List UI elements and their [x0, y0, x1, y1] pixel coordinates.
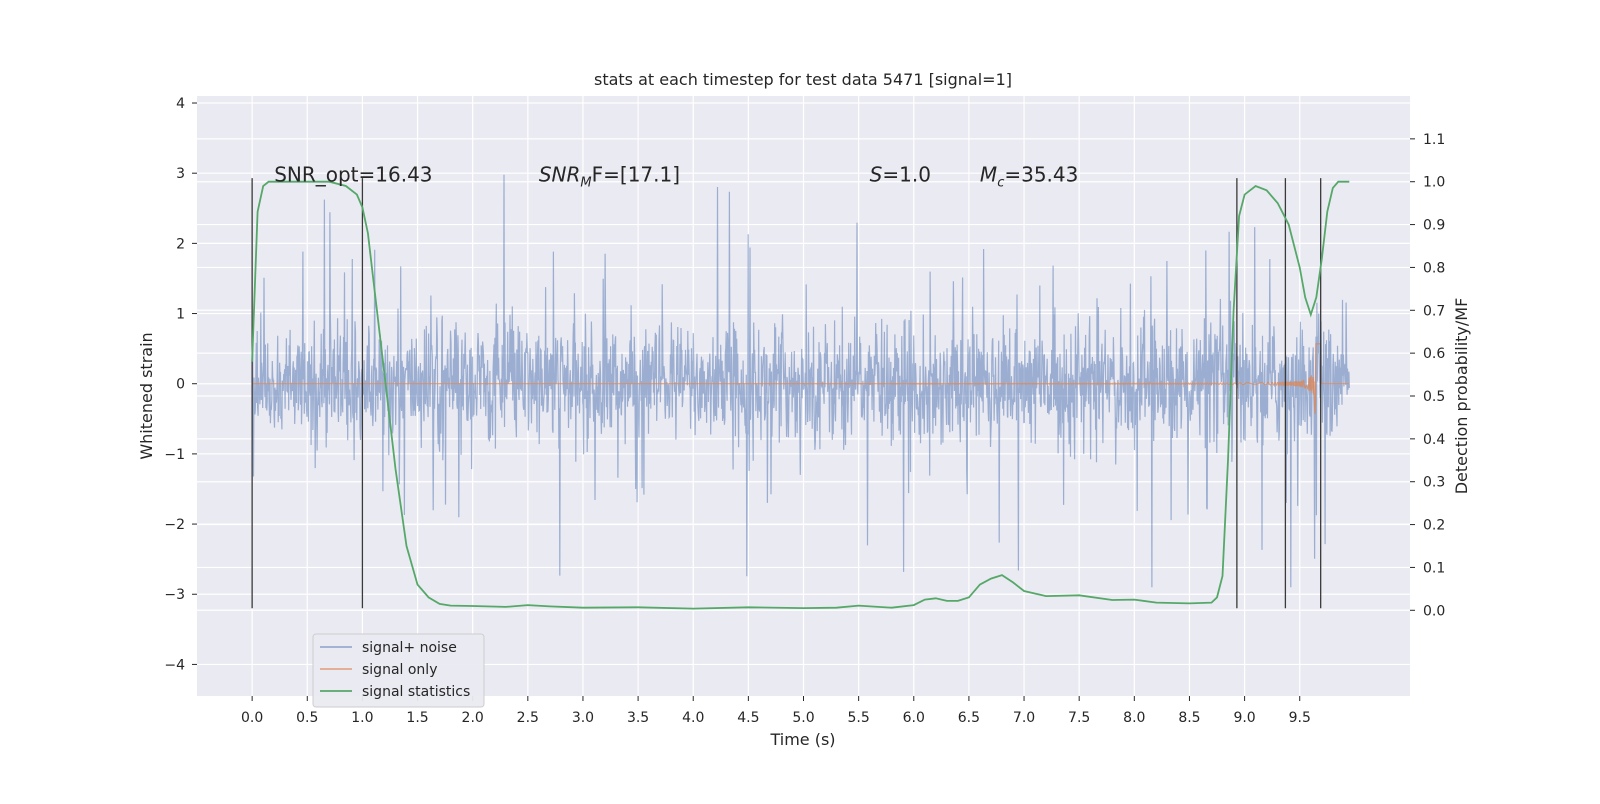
y-right-tick-label: 0.3	[1423, 475, 1445, 491]
y-right-tick-label: 0.4	[1423, 432, 1445, 448]
y-right-tick-label: 0.2	[1423, 518, 1445, 534]
series-signal-statistics	[251, 180, 1350, 610]
y-left-tick-label: −3	[164, 587, 185, 603]
legend-label-signal-noise: signal+ noise	[362, 640, 457, 656]
annotation-mc: Mc=35.43	[980, 163, 1078, 191]
y-right-tick-label: 0.0	[1423, 603, 1445, 619]
x-axis-ticks: 0.0 0.5 1.0 1.5 2.0 2.5 3.0 3.5 4.0 4.5 5.0 5.5 6.0 6…	[241, 696, 1311, 726]
y-right-tick-label: 1.1	[1423, 132, 1445, 148]
x-tick-label: 2.5	[517, 710, 539, 726]
plot-area	[251, 174, 1350, 610]
legend-box	[312, 633, 485, 708]
y-left-tick-label: 0	[176, 377, 185, 393]
y-right-tick-label: 1.0	[1423, 175, 1445, 191]
x-tick-label: 8.5	[1178, 710, 1200, 726]
x-tick-label: 1.5	[406, 710, 428, 726]
y-right-tick-label: 0.5	[1423, 389, 1445, 405]
x-tick-label: 0.0	[241, 710, 263, 726]
y-axis-left-ticks: −4 −3 −2 −1 0 1 2 3 4	[164, 96, 197, 673]
x-axis-label: Time (s)	[769, 730, 835, 749]
x-tick-label: 6.0	[903, 710, 925, 726]
annotations: SNR_opt=16.43 SNRMF=[17.1] S=1.0 Mc=35.4…	[274, 163, 1078, 191]
y-axis-right-ticks: 0.0 0.1 0.2 0.3 0.4 0.5 0.6 0.7 0.8 0.9 1.0 1.1	[1410, 132, 1445, 619]
x-tick-label: 8.0	[1123, 710, 1145, 726]
x-tick-label: 5.5	[848, 710, 870, 726]
legend-label-signal-statistics: signal statistics	[362, 684, 470, 700]
chart-title: stats at each timestep for test data 547…	[594, 70, 1012, 89]
x-tick-label: 9.5	[1289, 710, 1311, 726]
y-axis-left-label: Whitened strain	[137, 332, 156, 459]
y-right-tick-label: 0.7	[1423, 303, 1445, 319]
x-tick-label: 6.5	[958, 710, 980, 726]
annotation-snr-mf: SNRMF=[17.1]	[539, 163, 680, 191]
x-tick-label: 7.0	[1013, 710, 1035, 726]
y-left-tick-label: 1	[176, 307, 185, 323]
annotation-snr-opt: SNR_opt=16.43	[274, 163, 432, 187]
y-left-tick-label: −2	[164, 517, 185, 533]
x-tick-label: 2.0	[462, 710, 484, 726]
y-axis-right-label: Detection probability/MF	[1452, 298, 1471, 495]
y-left-tick-label: −1	[164, 447, 185, 463]
series-signal-only	[251, 343, 1350, 414]
x-tick-label: 4.5	[737, 710, 759, 726]
x-tick-label: 4.0	[682, 710, 704, 726]
series-signal-noise	[251, 174, 1350, 588]
y-right-tick-label: 0.8	[1423, 260, 1445, 276]
y-left-tick-label: 2	[176, 236, 185, 252]
y-right-tick-label: 0.6	[1423, 346, 1445, 362]
legend: signal+ noise signal only signal statist…	[312, 633, 485, 708]
x-tick-label: 1.0	[351, 710, 373, 726]
x-tick-label: 9.0	[1233, 710, 1255, 726]
y-left-tick-label: −4	[164, 657, 185, 673]
x-tick-label: 3.5	[627, 710, 649, 726]
legend-label-signal-only: signal only	[362, 662, 437, 678]
y-left-tick-label: 3	[176, 166, 185, 182]
y-right-tick-label: 0.9	[1423, 218, 1445, 234]
event-vlines	[251, 178, 1322, 609]
y-right-tick-label: 0.1	[1423, 560, 1445, 576]
x-tick-label: 5.0	[792, 710, 814, 726]
y-left-tick-label: 4	[176, 96, 185, 112]
x-tick-label: 3.0	[572, 710, 594, 726]
x-tick-label: 7.5	[1068, 710, 1090, 726]
annotation-s: S=1.0	[870, 163, 931, 187]
x-tick-label: 0.5	[296, 710, 318, 726]
